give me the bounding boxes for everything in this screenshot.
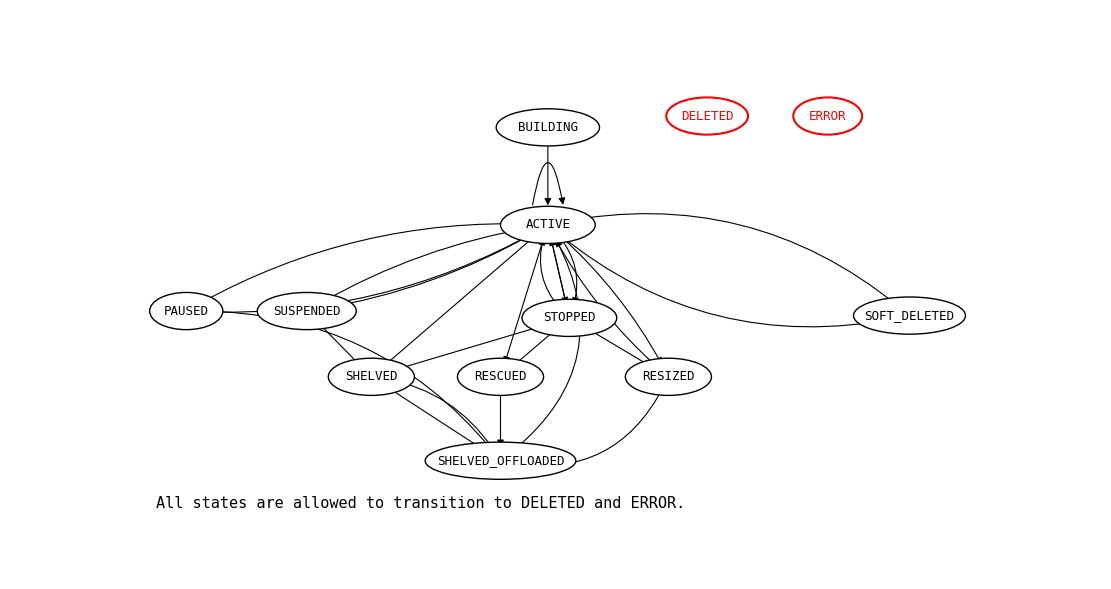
Text: ERROR: ERROR — [809, 110, 847, 123]
Text: RESIZED: RESIZED — [642, 370, 694, 383]
Text: SOFT_DELETED: SOFT_DELETED — [864, 309, 954, 322]
Ellipse shape — [426, 442, 575, 479]
Ellipse shape — [522, 299, 617, 336]
Ellipse shape — [329, 358, 414, 395]
Ellipse shape — [793, 97, 862, 135]
Text: PAUSED: PAUSED — [163, 305, 209, 317]
Text: SUSPENDED: SUSPENDED — [273, 305, 341, 317]
Text: BUILDING: BUILDING — [518, 121, 578, 134]
Ellipse shape — [625, 358, 711, 395]
Text: STOPPED: STOPPED — [543, 312, 595, 325]
Ellipse shape — [458, 358, 543, 395]
Text: All states are allowed to transition to DELETED and ERROR.: All states are allowed to transition to … — [156, 495, 685, 511]
Text: DELETED: DELETED — [681, 110, 733, 123]
Text: RESCUED: RESCUED — [474, 370, 527, 383]
Text: ACTIVE: ACTIVE — [526, 219, 570, 231]
Text: SHELVED_OFFLOADED: SHELVED_OFFLOADED — [437, 454, 564, 467]
Text: SHELVED: SHELVED — [346, 370, 398, 383]
Ellipse shape — [500, 206, 595, 243]
Ellipse shape — [150, 293, 223, 330]
Ellipse shape — [497, 109, 600, 146]
Ellipse shape — [667, 97, 748, 135]
Ellipse shape — [853, 297, 965, 334]
Ellipse shape — [258, 293, 357, 330]
